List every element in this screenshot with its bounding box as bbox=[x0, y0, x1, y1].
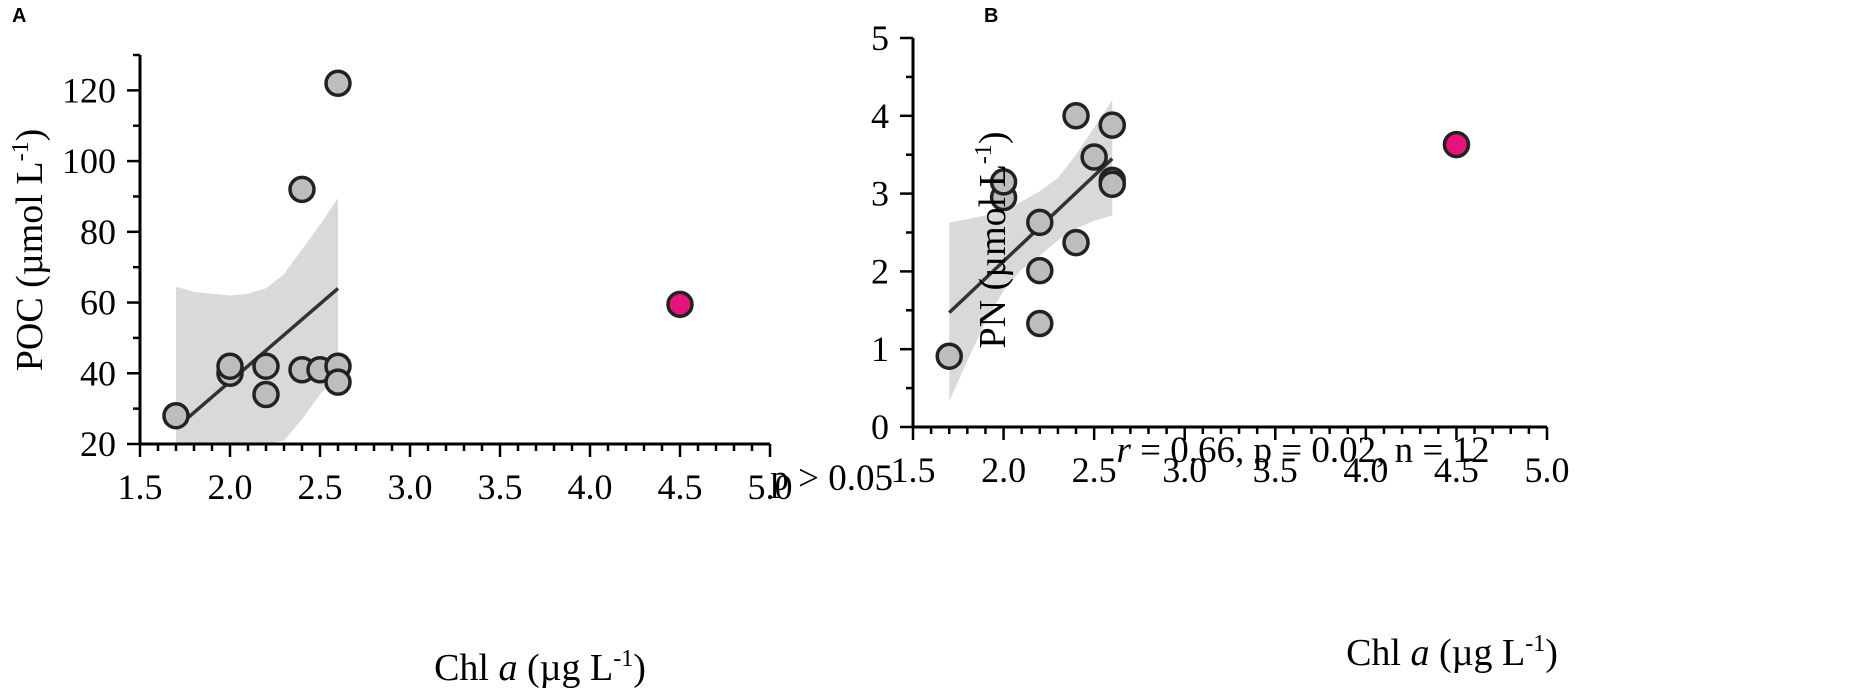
panel-b-y-tick-label: 3 bbox=[871, 174, 889, 214]
panel-b-data-point bbox=[1080, 143, 1108, 171]
panel-a-y-tick-label: 20 bbox=[80, 424, 116, 464]
panel-a-points bbox=[162, 69, 694, 430]
panel-a-x-tick-label: 4.5 bbox=[658, 467, 703, 507]
panel-a-outlier-point bbox=[666, 290, 694, 319]
panel-b-data-point bbox=[1062, 228, 1090, 257]
panel-a-data-point bbox=[252, 352, 280, 380]
panel-a-y-tick-label: 60 bbox=[80, 283, 116, 323]
panel-a-y-tick-label: 100 bbox=[62, 141, 116, 181]
panel-a-annotation: p > 0.05 bbox=[770, 458, 893, 499]
panel-a-y-axis-label: POC (µmol L-1) bbox=[8, 129, 51, 371]
panel-b-y-tick-label: 2 bbox=[871, 251, 889, 291]
panel-b-data-point bbox=[1098, 111, 1127, 139]
panel-b-data-point bbox=[1026, 256, 1054, 285]
panel-b-x-tick-label: 3.0 bbox=[1162, 450, 1207, 490]
panel-b-y-tick-label: 0 bbox=[871, 407, 889, 447]
panel-b-data-point bbox=[1026, 208, 1054, 237]
panel-b-x-tick-label: 2.0 bbox=[981, 450, 1026, 490]
panel-b-points bbox=[935, 102, 1471, 370]
panel-b-data-point bbox=[1026, 309, 1054, 338]
panel-a-data-point bbox=[324, 69, 352, 98]
panel-a-x-tick-label: 5.0 bbox=[748, 467, 793, 507]
panel-b-outlier-point bbox=[1442, 130, 1471, 159]
panel-a-data-point bbox=[252, 380, 280, 409]
panel-a-data-point bbox=[162, 401, 190, 430]
panel-b-x-tick-label: 5.0 bbox=[1525, 450, 1570, 490]
panel-b-letter: B bbox=[984, 5, 998, 27]
panel-a-x-tick-label: 4.0 bbox=[568, 467, 613, 507]
panel-b-y-tick-label: 4 bbox=[871, 96, 889, 136]
panel-a-axes: 1.5 2.0 2.5 3.0 3.5 4.0 4.5 5.0 20 40 60 80 100 120 bbox=[62, 53, 793, 507]
panel-b-data-point bbox=[1098, 170, 1127, 199]
panel-b-fit-group bbox=[948, 157, 1114, 314]
panel-b-data-point bbox=[989, 168, 1018, 196]
panel-b-x-tick-label: 3.5 bbox=[1253, 450, 1298, 490]
panel-b-fit-line bbox=[948, 157, 1114, 314]
panel-a-letter: A bbox=[12, 5, 26, 27]
panel-a-x-axis-label: Chl a (µg L-1) bbox=[434, 646, 646, 689]
panel-b-band-group bbox=[949, 100, 1113, 402]
panel-b-y-tick-label: 5 bbox=[871, 18, 889, 58]
panel-a: A 1.5 2.0 2.5 3.0 3.5 4.0 4.5 5.020406080100120… bbox=[8, 5, 893, 689]
panel-a-y-tick-label: 40 bbox=[80, 353, 116, 393]
panel-b-x-tick-label: 2.5 bbox=[1072, 450, 1117, 490]
panel-b-x-tick-label: 4.5 bbox=[1434, 450, 1479, 490]
panel-a-x-tick-label: 3.5 bbox=[478, 467, 523, 507]
panel-a-x-tick-label: 2.0 bbox=[208, 467, 253, 507]
panel-b-axes: 1.5 2.0 2.5 3.0 3.5 4.0 4.5 5.0 0 1 2 3 4 5 bbox=[871, 18, 1570, 490]
panel-b-y-axis-label: PN (µmol L-1) bbox=[971, 131, 1014, 348]
panel-a-x-tick-label: 1.5 bbox=[118, 467, 163, 507]
panel-a-data-point bbox=[288, 175, 316, 204]
panel-a-y-tick-label: 120 bbox=[62, 70, 116, 110]
panel-b-data-point bbox=[935, 342, 963, 370]
panel-b: B 1.5 2.0 2.5 3.0 3.5 4.0 4.5 5.0 0 1 2 3 4 5 r = 0.6… bbox=[871, 5, 1570, 674]
panel-a-y-tick-label: 80 bbox=[80, 212, 116, 252]
panel-b-data-point bbox=[1062, 102, 1090, 130]
panel-b-x-tick-label: 4.0 bbox=[1343, 450, 1388, 490]
panel-b-annotation: r = 0.66, p = 0.02, n = 12 bbox=[1116, 430, 1489, 471]
panel-a-x-tick-label: 2.5 bbox=[298, 467, 343, 507]
panel-a-data-point bbox=[324, 368, 352, 396]
panel-b-x-axis-label: Chl a (µg L-1) bbox=[1346, 631, 1558, 674]
panel-b-x-tick-label: 1.5 bbox=[891, 450, 936, 490]
panel-b-confidence-band bbox=[949, 100, 1113, 402]
panel-a-data-point bbox=[216, 352, 244, 380]
panel-b-y-tick-label: 1 bbox=[871, 329, 889, 369]
panel-a-x-tick-label: 3.0 bbox=[388, 467, 433, 507]
